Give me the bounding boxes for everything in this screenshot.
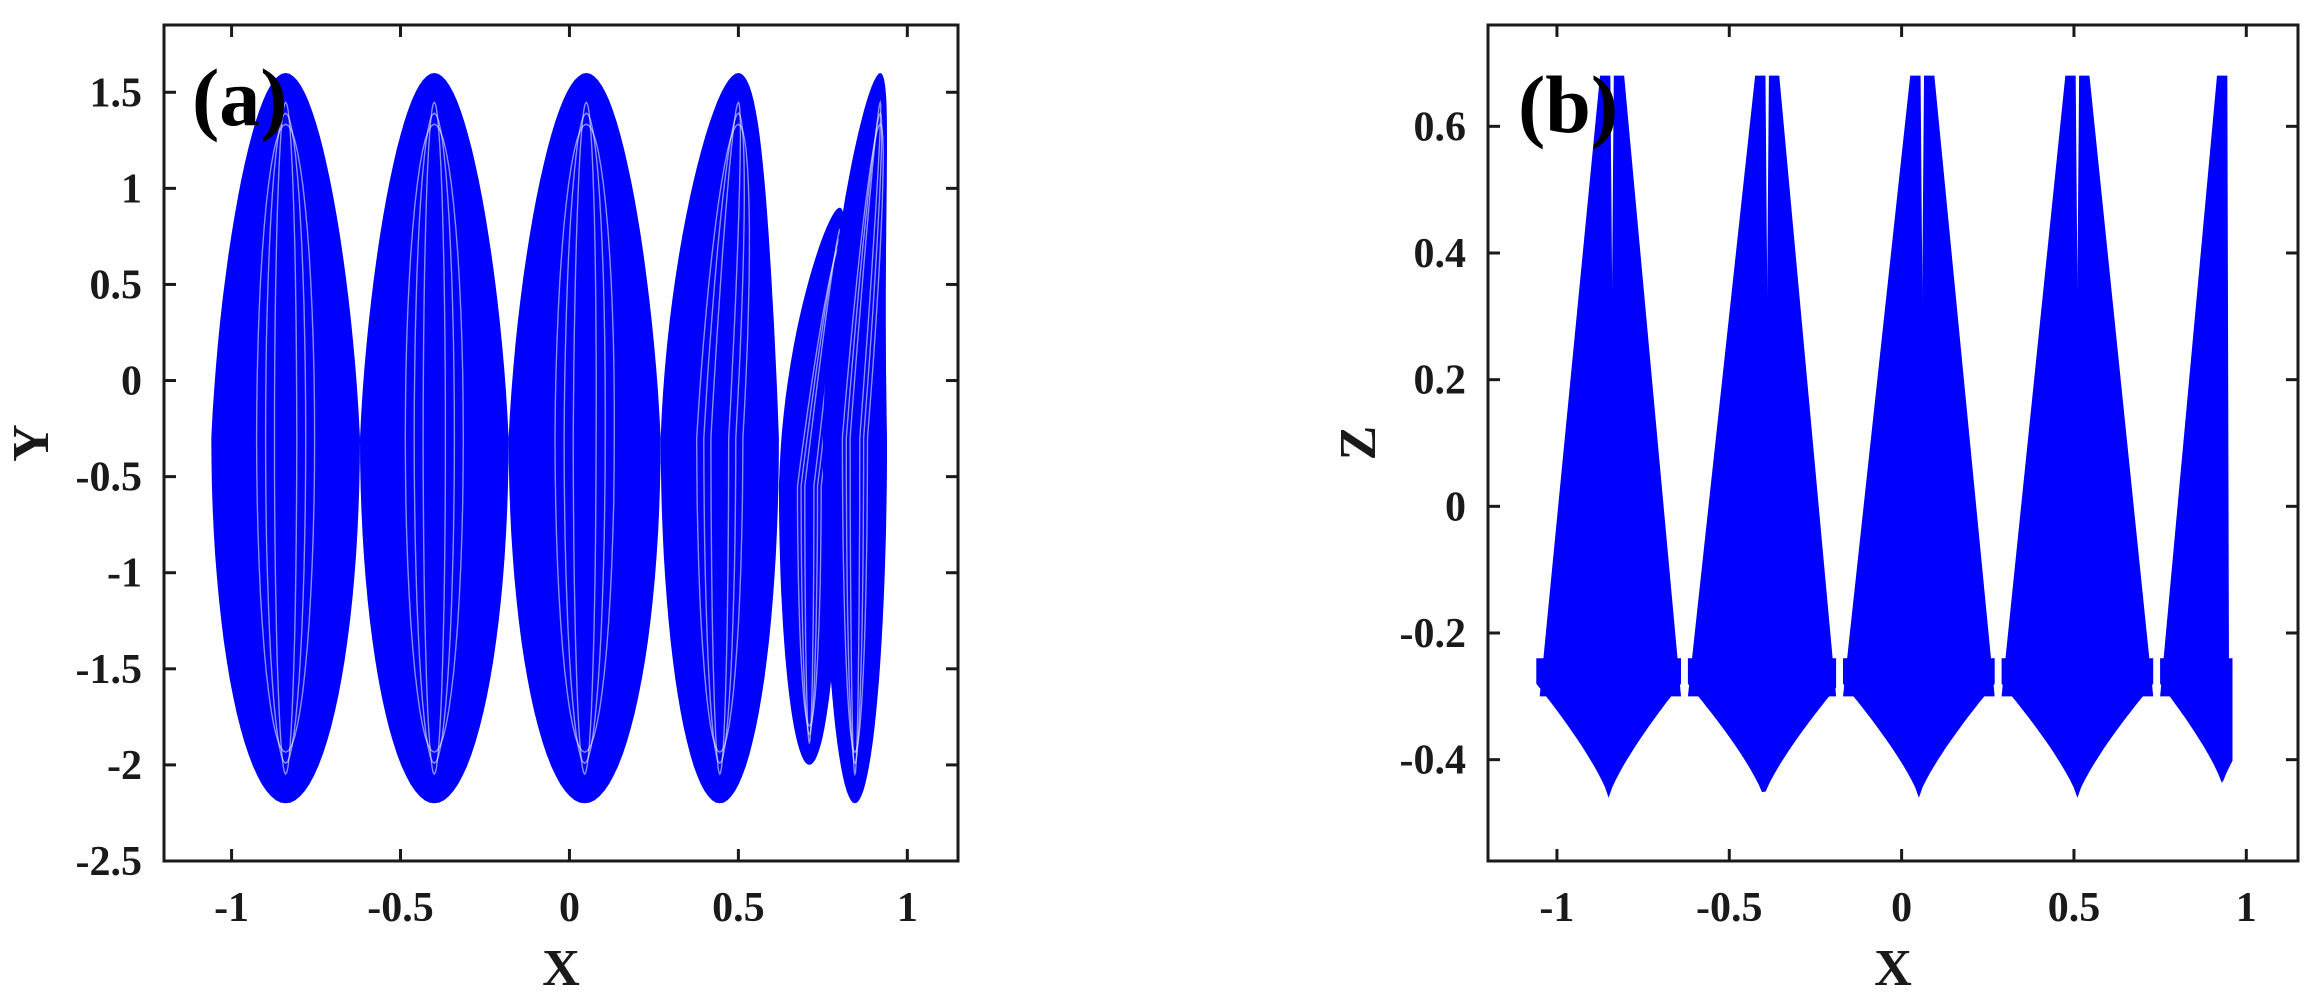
attractor-spike (2073, 75, 2154, 697)
attractor-strand (413, 112, 456, 765)
y-tick-label: -1 (107, 551, 142, 597)
attractor-loop (508, 73, 661, 804)
attractor-strand (849, 99, 882, 777)
y-tick-label: 0.6 (1414, 104, 1467, 150)
attractor-spike (1608, 75, 1682, 697)
attractor-strand (563, 112, 606, 765)
y-tick-label: -2 (107, 743, 142, 789)
y-tick-label: -2.5 (76, 839, 143, 885)
attractor-strand (273, 100, 298, 776)
x-tick-label: 0.5 (2048, 885, 2101, 931)
attractor-strand (572, 101, 597, 776)
y-tick-label: 0.5 (90, 262, 143, 308)
panel-b-label: (b) (1518, 59, 1618, 150)
x-tick-label: 0 (559, 885, 580, 931)
attractor-strand (841, 123, 884, 754)
attractor-spike (1918, 75, 1995, 697)
x-tick-label: -0.5 (1696, 885, 1763, 931)
attractor-strand (703, 112, 746, 765)
attractor-spike (2001, 75, 2081, 697)
x-tick-label: -0.5 (367, 885, 434, 931)
panel-a-chart: -1 -0.5 0 0.5 1-2.5-2-1.5-1-0.500.511.5 (a) … (3, 23, 960, 997)
y-tick-label: -0.4 (1400, 738, 1467, 784)
attractor-loop (211, 73, 360, 804)
attractor-strand (422, 101, 447, 776)
panel-b-ticks: -1 -0.5 0 0.5 1 -0.4 -0.2 0 0.2 0.4 0.6 (1400, 25, 2298, 931)
x-tick-label: -1 (214, 885, 249, 931)
panel-b-x-axis-title: X (1874, 940, 1912, 997)
attractor-spike (2160, 75, 2230, 697)
attractor-loop (822, 73, 887, 804)
attractor-strand (554, 123, 615, 753)
attractor-spike (1687, 75, 1771, 697)
y-tick-label: 1 (121, 166, 142, 212)
x-tick-label: 1 (897, 885, 918, 931)
panel-a-axes-frame (162, 23, 960, 863)
attractor-strand (695, 123, 751, 754)
attractor-spike (1763, 75, 1837, 697)
y-tick-label: 1.5 (90, 70, 143, 116)
panel-b-y-axis-title: Z (1330, 426, 1387, 461)
y-tick-label: 0 (1445, 484, 1466, 530)
panel-b-chart: -1 -0.5 0 0.5 1 -0.4 -0.2 0 0.2 0.4 0.6 (b) X Z (1330, 23, 2300, 997)
panel-a-x-axis-title: X (542, 940, 580, 997)
attractor-strand (264, 112, 307, 765)
panel-a-label: (a) (192, 52, 288, 143)
x-tick-label: -1 (1539, 885, 1574, 931)
x-tick-label: 0 (1891, 885, 1912, 931)
y-tick-label: 0 (121, 359, 142, 405)
panel-a-y-axis-title: Y (3, 424, 60, 462)
x-tick-label: 0.5 (712, 885, 765, 931)
y-tick-label: -0.5 (76, 455, 143, 501)
panel-a-ticks: -1 -0.5 0 0.5 1 -2.5 -2 -1.5 -1 -0.5 0 0.5 1 1.5 (76, 25, 958, 931)
attractor-spike (1539, 75, 1616, 697)
y-tick-label: -1.5 (76, 647, 143, 693)
y-tick-label: -0.2 (1400, 611, 1467, 657)
y-tick-label: 0.2 (1414, 358, 1467, 404)
panel-b-axes-frame (1486, 23, 2300, 863)
attractor-loop (360, 73, 509, 804)
y-tick-label: 0.4 (1414, 231, 1467, 277)
attractor-strand (404, 123, 464, 754)
panel-b-attractor (1536, 75, 2233, 798)
attractor-strand (255, 123, 316, 754)
attractor-spike (1843, 75, 1926, 697)
attractor-loop (660, 73, 779, 804)
panel-a-attractor (211, 73, 887, 804)
attractor-strand (710, 100, 742, 776)
attractor-strand (845, 111, 883, 765)
x-tick-label: 1 (2236, 885, 2257, 931)
